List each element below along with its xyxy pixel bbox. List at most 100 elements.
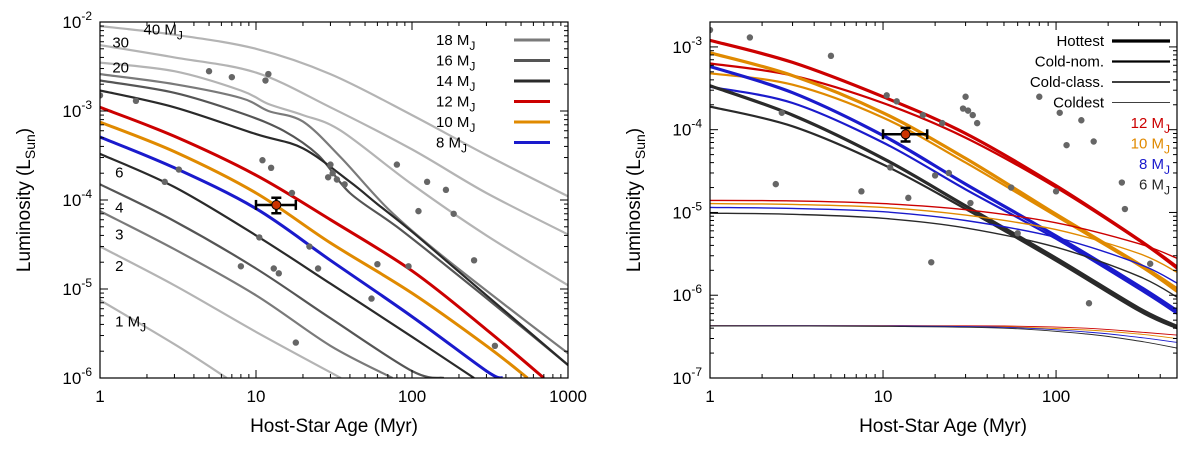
scatter-point [262, 77, 269, 84]
y-tick-base: 10 [62, 191, 81, 210]
scatter-point [267, 164, 275, 172]
curve-18-mj [100, 73, 568, 355]
scatter-point [973, 119, 981, 127]
curve-12-mj [100, 105, 545, 378]
right-plot-frame [709, 21, 1178, 379]
right-x-axis-label: Host-Star Age (Myr) [859, 416, 1027, 437]
right-highlight-point [881, 126, 929, 143]
y-tick-label: 10-2 [62, 9, 92, 32]
scatter-point [778, 109, 786, 116]
scatter-point [1014, 230, 1021, 237]
scatter-point [1056, 109, 1063, 116]
scatter-point [1052, 188, 1060, 195]
scatter-point [1085, 300, 1093, 307]
curve-6-mj-cold-class [710, 212, 1177, 298]
y-tick-base: 10 [62, 280, 81, 299]
scatter-point [175, 166, 183, 173]
legend-color-label: 6 MJ [1139, 177, 1170, 198]
scatter-point [405, 263, 412, 270]
scatter-point [931, 172, 939, 179]
legend-label: Cold-class. [1030, 74, 1104, 91]
y-tick-base: 10 [672, 203, 691, 222]
scatter-point [772, 180, 779, 188]
scatter-point [423, 178, 431, 186]
scatter-point [858, 188, 865, 195]
left-y-axis-label-close: ) [14, 128, 35, 134]
curve-40-mj [100, 25, 568, 198]
y-tick-label: 10-7 [672, 365, 702, 388]
scatter-point [450, 210, 457, 217]
right-y-axis-label-main: Luminosity (L [624, 159, 645, 272]
curve-30-mj [100, 44, 568, 236]
scatter-point [270, 265, 277, 272]
scatter-point [1121, 205, 1129, 213]
y-tick-exponent: -2 [81, 9, 92, 23]
curve-6-mj-hottest [710, 84, 1177, 328]
right-curves [710, 38, 1177, 349]
curve-label: 2 [115, 258, 123, 275]
scatter-point [928, 259, 935, 266]
scatter-point [341, 181, 348, 188]
scatter-point [746, 34, 754, 41]
curve-label: 1 MJ [115, 313, 146, 334]
curve-10-mj [100, 120, 529, 378]
left-x-axis-label: Host-Star Age (Myr) [250, 416, 418, 437]
legend-label: 16 MJ [436, 53, 475, 74]
scatter-point [491, 342, 499, 350]
curve-label: 20 [112, 60, 129, 77]
scatter-point [237, 263, 245, 270]
scatter-point [161, 178, 168, 186]
y-tick-base: 10 [672, 121, 691, 140]
scatter-point [292, 339, 300, 346]
curve-8-mj-hottest [710, 64, 1177, 313]
y-tick-exponent: -3 [81, 98, 92, 112]
scatter-point [1090, 138, 1097, 145]
scatter-point [470, 257, 478, 264]
legend-color-label: 10 MJ [1131, 136, 1170, 157]
scatter-point [329, 170, 336, 177]
curve-6-mj-coldest [710, 325, 1177, 349]
right-legend: Hottest Cold-nom. Cold-class. Coldest 12 MJ1… [1030, 33, 1170, 198]
scatter-point [314, 265, 322, 272]
curve-3-mj [100, 210, 394, 378]
scatter-point [324, 174, 332, 181]
scatter-point [265, 70, 272, 78]
right-scatter [710, 26, 1154, 307]
scatter-point [306, 243, 313, 250]
x-tick-label: 100 [1042, 387, 1070, 406]
scatter-point [205, 68, 213, 75]
y-tick-exponent: -6 [691, 282, 702, 296]
curve-8-mj-cold-nom [710, 85, 1177, 315]
highlight-marker [900, 129, 911, 140]
scatter-point [100, 92, 104, 99]
curve-label: 6 [115, 164, 123, 181]
scatter-point [886, 164, 894, 171]
curve-8-mj-cold-class [710, 206, 1177, 284]
highlight-marker [271, 199, 282, 210]
y-tick-base: 10 [672, 38, 691, 57]
y-tick-base: 10 [672, 286, 691, 305]
left-curves [100, 25, 568, 378]
x-tick-label: 10 [874, 387, 893, 406]
scatter-point [132, 97, 140, 105]
y-tick-exponent: -6 [81, 365, 92, 379]
left-y-axis-label: Luminosity (LSun) [14, 128, 38, 272]
left-highlight-point [254, 196, 298, 215]
right-y-axis-label-close: ) [624, 128, 645, 134]
left-y-axis-label-main: Luminosity (L [14, 159, 35, 272]
scatter-point [1036, 93, 1043, 100]
y-tick-label: 10-6 [672, 282, 702, 305]
curve-20-mj [100, 61, 568, 287]
scatter-point [1078, 117, 1085, 124]
left-y-axis-label-sub: Sun [22, 134, 38, 159]
right-y-axis-label-sub: Sun [632, 134, 648, 159]
curve-10-mj-cold-class [710, 202, 1177, 273]
scatter-point [374, 260, 381, 268]
legend-label: 10 MJ [436, 114, 475, 135]
curve-12-mj-cold-nom [710, 62, 1177, 270]
x-tick-label: 1 [705, 387, 714, 406]
curve-label: 3 [115, 226, 123, 243]
legend-label: 14 MJ [436, 73, 475, 94]
